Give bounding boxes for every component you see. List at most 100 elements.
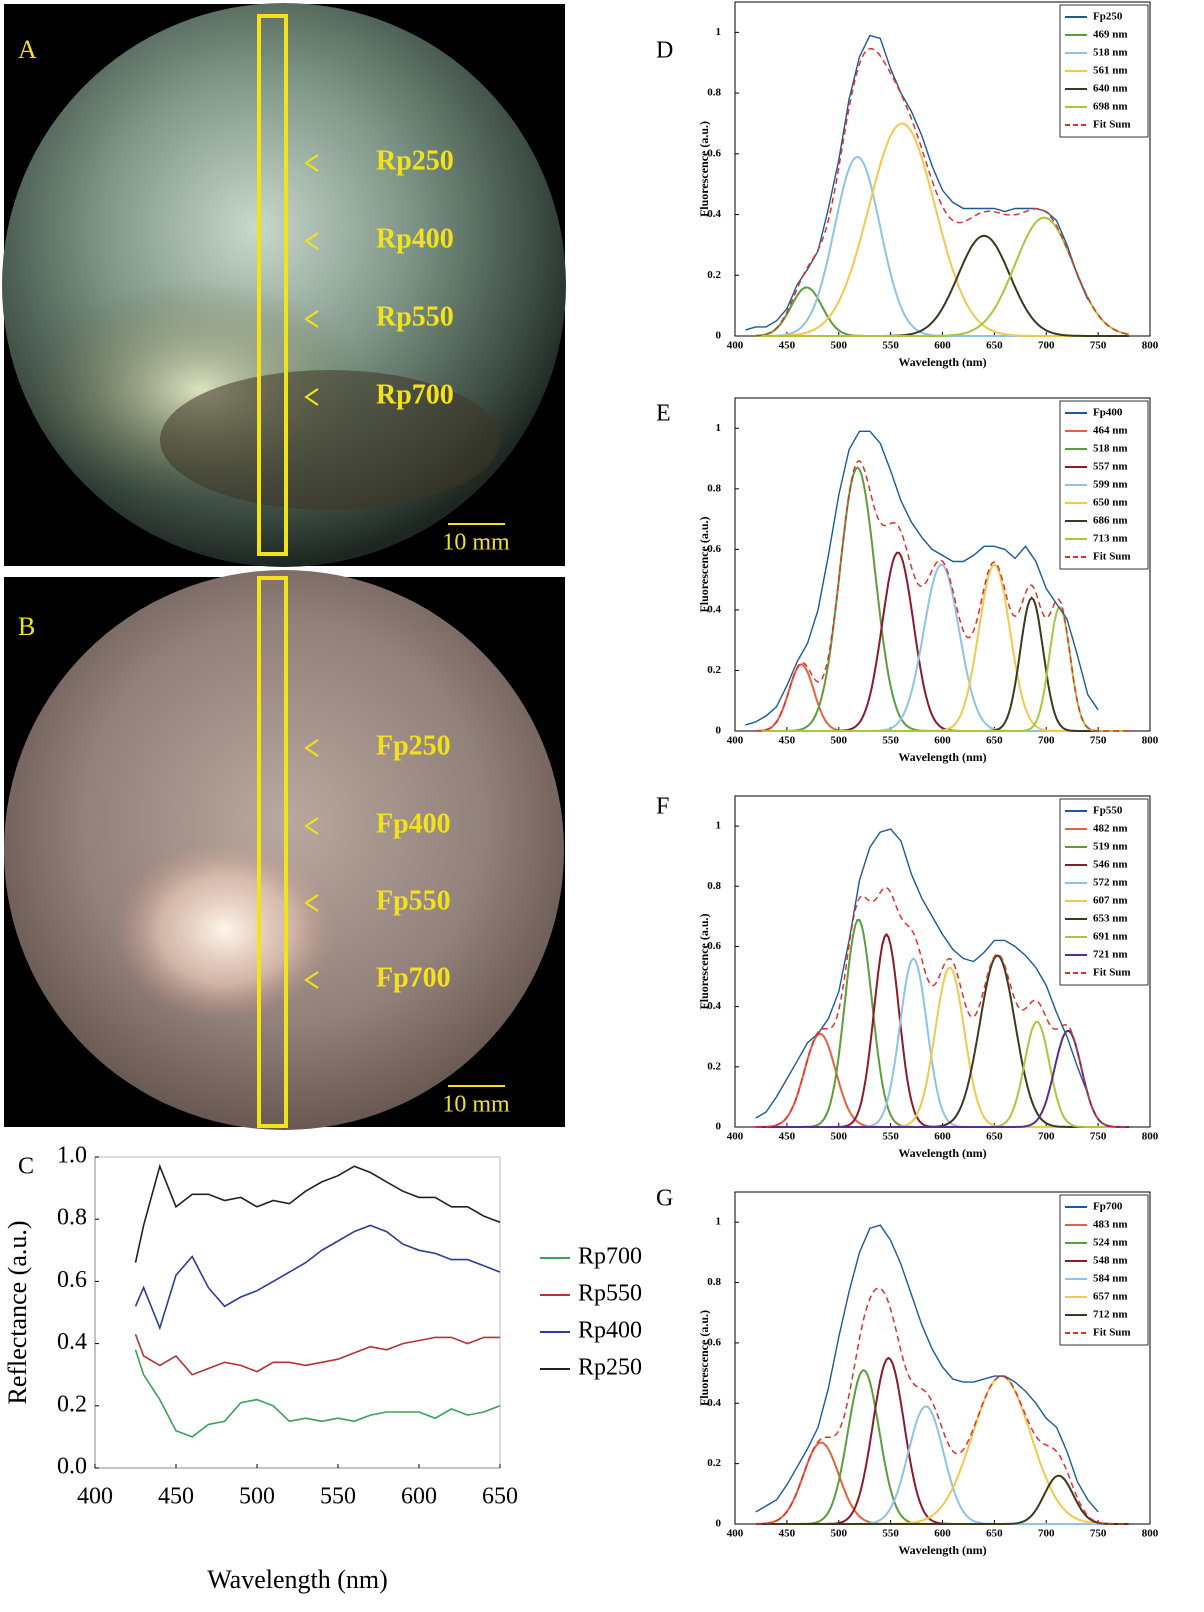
axis: [94, 1157, 500, 1469]
y-axis-label: Reflectance (a.u.): [3, 1220, 32, 1404]
y-tick-label: 0.8: [707, 1276, 721, 1288]
legend-label: 653 nm: [1093, 913, 1128, 925]
fit-peak: [755, 1030, 1130, 1128]
x-tick-label: 750: [1090, 340, 1107, 352]
spectrum-line: [745, 430, 1099, 726]
legend-label: 519 nm: [1093, 841, 1128, 853]
x-tick-label: 800: [1142, 1528, 1159, 1540]
spectrum-line: [755, 1224, 1099, 1513]
spectrum-line: [134, 1163, 501, 1263]
arrow: [304, 154, 319, 172]
y-tick-label: 0.2: [707, 269, 721, 281]
y-tick-label: 0.6: [57, 1267, 87, 1293]
y-tick-label: 0: [716, 1518, 722, 1530]
fit-peak: [755, 606, 1130, 732]
x-tick-label: 700: [1038, 1528, 1055, 1540]
panel-label: A: [18, 35, 37, 64]
x-tick-label: 400: [727, 735, 744, 747]
legend-label: 572 nm: [1093, 877, 1128, 889]
photo-b: [4, 570, 565, 1130]
x-tick-label: 800: [1142, 735, 1159, 747]
spectrum-line: [745, 34, 1089, 331]
legend-label: 686 nm: [1093, 515, 1128, 527]
legend-label: 599 nm: [1093, 479, 1128, 491]
x-axis-label: Wavelength (nm): [898, 750, 986, 764]
fit-peak: [755, 563, 1130, 732]
x-tick-label: 600: [934, 735, 951, 747]
x-tick-label: 550: [320, 1484, 356, 1510]
y-tick-label: 0.6: [707, 543, 721, 555]
y-axis-label: Fluorescence (a.u.): [697, 121, 711, 217]
legend-label: 650 nm: [1093, 497, 1128, 509]
legend-label: Fp700: [1093, 1201, 1123, 1213]
legend-label: 712 nm: [1093, 1309, 1128, 1321]
legend-label: 518 nm: [1093, 47, 1128, 59]
x-tick-label: 450: [779, 1131, 796, 1143]
y-tick-label: 0.6: [707, 147, 721, 159]
y-tick-label: 0.4: [707, 603, 721, 615]
x-tick-label: 600: [934, 340, 951, 352]
legend-label: 518 nm: [1093, 443, 1128, 455]
spectrum-line: [755, 828, 1089, 1119]
y-axis-label: Fluorescence (a.u.): [697, 1310, 711, 1406]
fit-peak: [755, 596, 1130, 732]
legend-label: Rp250: [578, 1355, 642, 1381]
y-tick-label: 0.8: [707, 880, 721, 892]
plot-frame: [94, 1156, 501, 1469]
y-tick-label: 0.4: [707, 1397, 721, 1409]
x-tick-label: 750: [1090, 1528, 1107, 1540]
y-tick-label: 0.6: [707, 1336, 721, 1348]
x-tick-label: 500: [831, 1528, 848, 1540]
spectrum-line: [134, 1334, 500, 1376]
panel-label: D: [656, 38, 673, 64]
x-tick-label: 650: [986, 735, 1003, 747]
scale-label: 10 mm: [442, 1092, 510, 1118]
fit-peak: [755, 1474, 1130, 1525]
marker-label: Fp250: [376, 730, 451, 761]
arrow: [304, 310, 319, 328]
y-tick-label: 0.2: [707, 1060, 721, 1072]
panel-label: G: [656, 1186, 673, 1212]
legend-label: Rp400: [578, 1318, 642, 1344]
panel-label: B: [18, 612, 35, 641]
arrow: [304, 232, 319, 250]
arrow: [304, 388, 319, 406]
x-tick-label: 500: [239, 1484, 275, 1510]
photo-a: [2, 3, 566, 567]
legend-label: 691 nm: [1093, 931, 1128, 943]
x-tick-label: 600: [934, 1131, 951, 1143]
y-axis-label: Fluorescence (a.u.): [697, 913, 711, 1009]
x-tick-label: 700: [1038, 735, 1055, 747]
x-tick-label: 650: [986, 340, 1003, 352]
y-tick-label: 0.2: [707, 664, 721, 676]
fit-peak: [755, 122, 1130, 337]
legend-label: Rp700: [578, 1244, 642, 1270]
fit-sum: [755, 886, 1130, 1128]
legend-label: 713 nm: [1093, 533, 1128, 545]
x-tick-label: 400: [727, 1131, 744, 1143]
fit-peak: [755, 563, 1130, 732]
marker-label: Fp700: [376, 962, 451, 993]
x-tick-label: 500: [831, 340, 848, 352]
legend-label: 483 nm: [1093, 1219, 1128, 1231]
legend-label: Fp250: [1093, 11, 1123, 23]
x-tick-label: 450: [779, 735, 796, 747]
x-tick-label: 650: [986, 1131, 1003, 1143]
marker-label: Rp400: [376, 223, 454, 254]
y-tick-label: 0.2: [707, 1457, 721, 1469]
legend-label: 721 nm: [1093, 949, 1128, 961]
x-tick-label: 400: [727, 340, 744, 352]
x-tick-label: 500: [831, 1131, 848, 1143]
x-axis-label: Wavelength (nm): [898, 1543, 986, 1557]
panel-label: F: [656, 794, 669, 820]
legend-box: [1059, 1194, 1149, 1346]
legend-label: 657 nm: [1093, 1291, 1128, 1303]
marker-label: Rp700: [376, 379, 454, 410]
x-axis-label: Wavelength (nm): [898, 1146, 986, 1160]
x-tick-label: 400: [77, 1484, 113, 1510]
y-tick-label: 0: [716, 330, 722, 342]
legend-label: 482 nm: [1093, 823, 1128, 835]
arrow: [304, 739, 319, 757]
y-tick-label: 1: [716, 422, 722, 434]
